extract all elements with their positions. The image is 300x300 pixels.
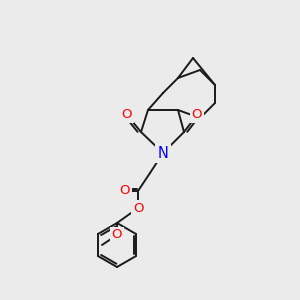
- Text: N: N: [158, 146, 168, 160]
- Text: O: O: [112, 229, 122, 242]
- Text: O: O: [122, 109, 132, 122]
- Text: O: O: [120, 184, 130, 197]
- Text: O: O: [192, 109, 202, 122]
- Text: O: O: [133, 202, 143, 214]
